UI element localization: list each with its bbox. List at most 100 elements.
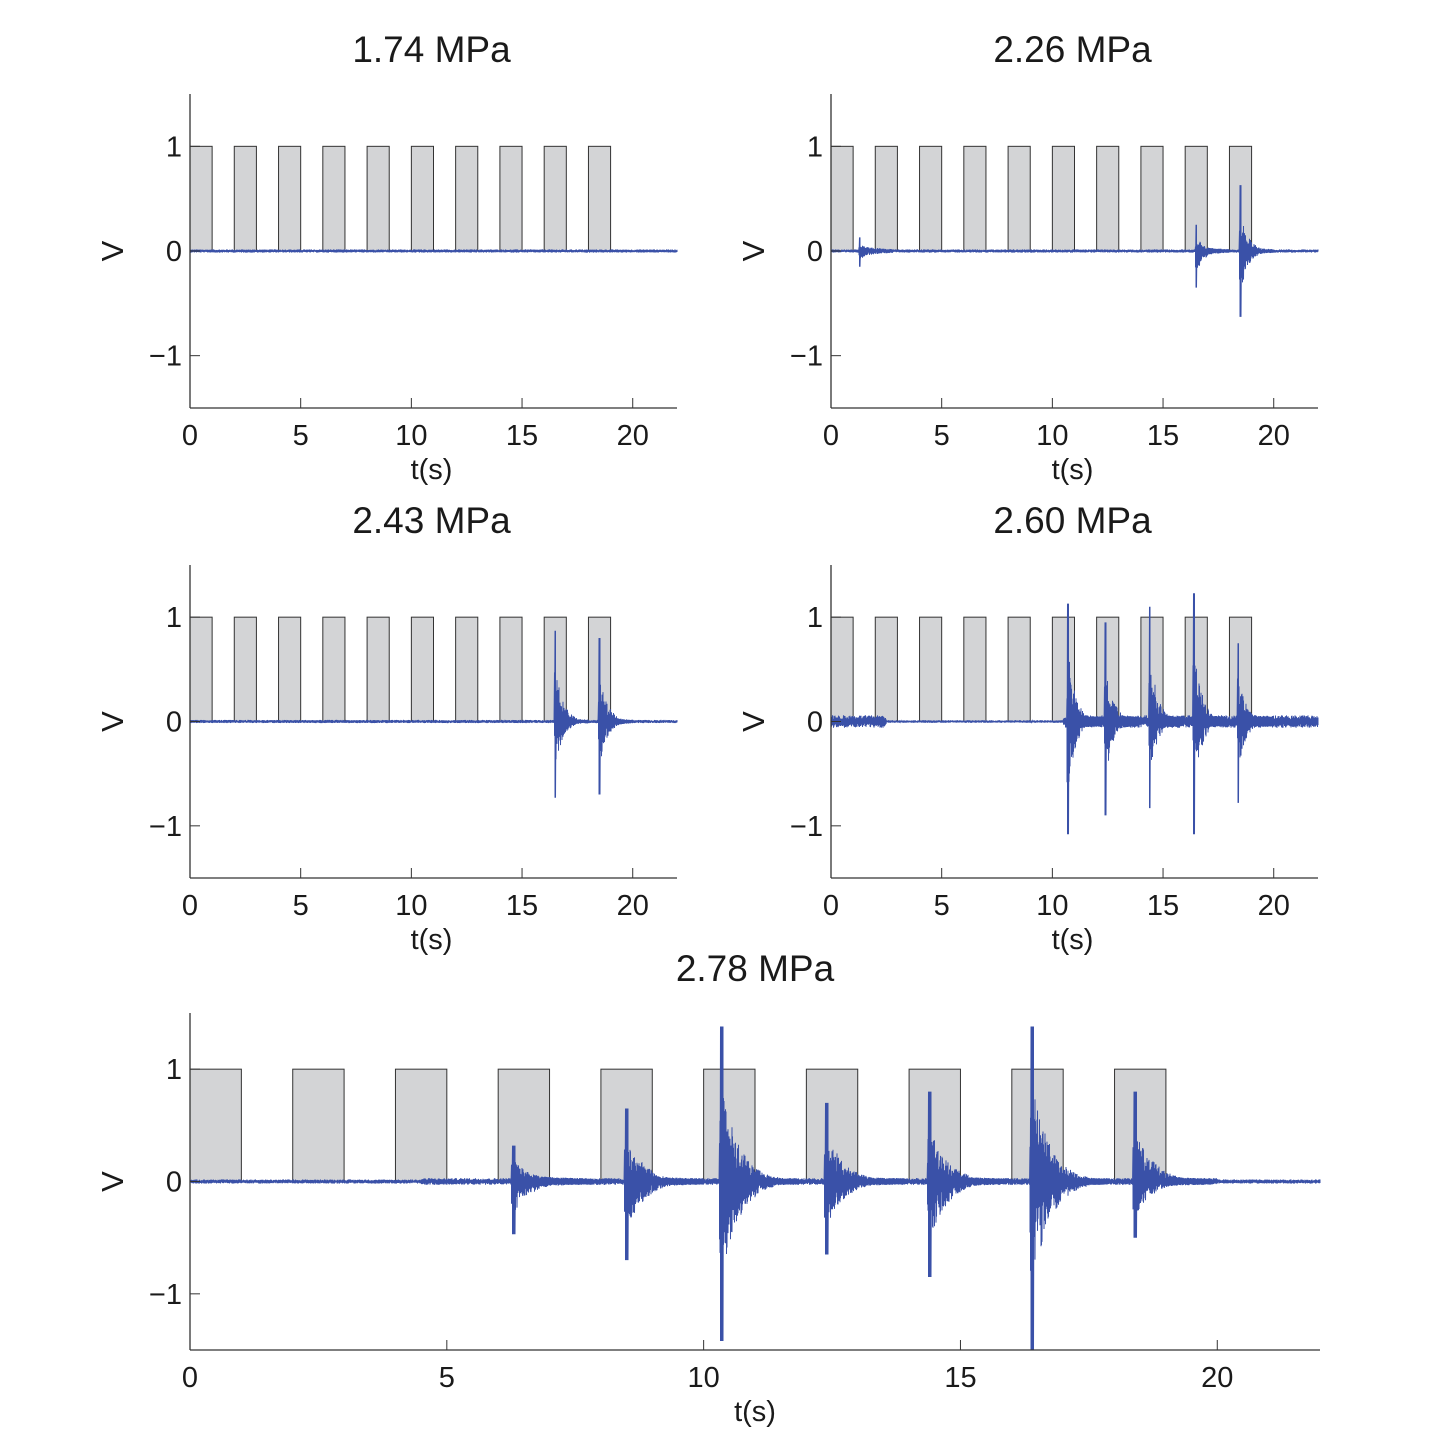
x-tick-label: 0 bbox=[182, 1362, 198, 1394]
pulse-bar bbox=[394, 1068, 448, 1182]
subplot-title: 2.26 MPa bbox=[993, 29, 1152, 70]
pulse-bar bbox=[1140, 145, 1164, 252]
y-axis-label: V bbox=[95, 1171, 130, 1192]
signal-trace bbox=[189, 249, 678, 253]
x-axis-label: t(s) bbox=[411, 924, 453, 956]
pulse-bar bbox=[1096, 145, 1120, 252]
pulse-bar bbox=[963, 145, 987, 252]
y-axis-label: V bbox=[95, 240, 130, 261]
pulse-bar bbox=[1007, 145, 1031, 252]
pulse-bar bbox=[278, 616, 302, 723]
subplot-2: 0 5 10 15 20 −1 0 1 2.26 MPa t(s) V bbox=[736, 29, 1319, 486]
pulse-bar bbox=[278, 145, 302, 252]
y-tick-label: −1 bbox=[790, 341, 823, 373]
pulse-bar bbox=[455, 145, 479, 252]
x-tick-label: 5 bbox=[439, 1362, 455, 1394]
y-tick-label: 0 bbox=[807, 236, 823, 268]
subplot-5: 0 5 10 15 20 −1 0 1 2.78 MPa t(s) V bbox=[95, 948, 1321, 1428]
x-tick-label: 5 bbox=[934, 890, 950, 922]
x-tick-label: 10 bbox=[1036, 890, 1068, 922]
pulse-bar bbox=[366, 616, 390, 723]
x-tick-label: 5 bbox=[293, 890, 309, 922]
x-tick-label: 10 bbox=[1036, 420, 1068, 452]
pulse-bar bbox=[587, 145, 612, 252]
x-tick-label: 15 bbox=[506, 890, 538, 922]
y-tick-label: 0 bbox=[166, 1167, 182, 1199]
pulse-bar bbox=[830, 616, 854, 723]
pulse-bar bbox=[292, 1068, 345, 1182]
subplot-title: 2.60 MPa bbox=[993, 500, 1152, 541]
y-tick-label: −1 bbox=[149, 341, 182, 373]
x-axis-label: t(s) bbox=[734, 1396, 776, 1428]
x-tick-label: 0 bbox=[823, 890, 839, 922]
pulse-bar bbox=[1051, 145, 1076, 252]
y-axis-label: V bbox=[95, 711, 130, 732]
x-tick-label: 15 bbox=[1147, 420, 1179, 452]
x-tick-label: 15 bbox=[1147, 890, 1179, 922]
signal-trace bbox=[189, 1026, 1321, 1351]
pulse-bar bbox=[874, 616, 898, 723]
pulse-bar bbox=[919, 616, 943, 723]
x-axis-label: t(s) bbox=[411, 454, 453, 486]
pulse-bar bbox=[543, 145, 567, 252]
pulse-bar bbox=[410, 616, 435, 723]
subplot-title: 2.78 MPa bbox=[676, 948, 835, 989]
y-tick-label: −1 bbox=[149, 811, 182, 843]
x-tick-label: 10 bbox=[688, 1362, 720, 1394]
x-tick-label: 20 bbox=[1258, 890, 1290, 922]
pulse-bar bbox=[455, 616, 479, 723]
pulse-bar bbox=[233, 145, 257, 252]
y-tick-label: 1 bbox=[166, 1054, 182, 1086]
y-tick-label: −1 bbox=[790, 811, 823, 843]
subplot-1: 0 5 10 15 20 −1 0 1 1.74 MPa t(s) V bbox=[95, 29, 678, 486]
pulse-bar bbox=[874, 145, 898, 252]
y-tick-label: 0 bbox=[166, 236, 182, 268]
subplot-3: 0 5 10 15 20 −1 0 1 2.43 MPa t(s) V bbox=[95, 500, 678, 956]
pulse-bar bbox=[1007, 616, 1031, 723]
x-axis-label: t(s) bbox=[1052, 454, 1094, 486]
x-tick-label: 0 bbox=[182, 890, 198, 922]
y-axis-label: V bbox=[736, 240, 771, 261]
pulse-bar bbox=[322, 145, 346, 252]
x-tick-label: 5 bbox=[293, 420, 309, 452]
y-tick-label: 1 bbox=[166, 602, 182, 634]
pulse-bar bbox=[830, 145, 854, 252]
x-tick-label: 10 bbox=[395, 890, 427, 922]
pulse-bar bbox=[497, 1068, 551, 1182]
x-tick-label: 20 bbox=[617, 890, 649, 922]
pulse-bar bbox=[366, 145, 390, 252]
pulse-bar bbox=[189, 616, 213, 723]
x-tick-label: 15 bbox=[506, 420, 538, 452]
y-tick-label: 0 bbox=[166, 707, 182, 739]
y-tick-label: 1 bbox=[807, 602, 823, 634]
pulse-bar bbox=[963, 616, 987, 723]
x-tick-label: 0 bbox=[182, 420, 198, 452]
x-tick-label: 10 bbox=[395, 420, 427, 452]
pulse-bar bbox=[919, 145, 943, 252]
pulse-bar bbox=[322, 616, 346, 723]
pulse-bar bbox=[499, 616, 523, 723]
signal-trace bbox=[830, 185, 1319, 317]
signal-trace bbox=[189, 630, 678, 798]
pulse-bar bbox=[499, 145, 523, 252]
pulse-bar bbox=[189, 145, 213, 252]
pulse-bar bbox=[233, 616, 257, 723]
x-tick-label: 0 bbox=[823, 420, 839, 452]
subplot-title: 2.43 MPa bbox=[352, 500, 511, 541]
x-tick-label: 20 bbox=[1258, 420, 1290, 452]
x-tick-label: 20 bbox=[617, 420, 649, 452]
x-tick-label: 5 bbox=[934, 420, 950, 452]
x-axis-label: t(s) bbox=[1052, 924, 1094, 956]
y-tick-label: 0 bbox=[807, 707, 823, 739]
pulse-bar bbox=[410, 145, 435, 252]
subplot-title: 1.74 MPa bbox=[352, 29, 511, 70]
pulse-bar bbox=[189, 1068, 242, 1182]
x-tick-label: 15 bbox=[944, 1362, 976, 1394]
x-tick-label: 20 bbox=[1201, 1362, 1233, 1394]
y-axis-label: V bbox=[736, 711, 771, 732]
signal-trace bbox=[830, 593, 1319, 835]
y-tick-label: 1 bbox=[807, 131, 823, 163]
subplot-4: 0 5 10 15 20 −1 0 1 2.60 MPa t(s) V bbox=[736, 500, 1319, 956]
y-tick-label: −1 bbox=[149, 1279, 182, 1311]
